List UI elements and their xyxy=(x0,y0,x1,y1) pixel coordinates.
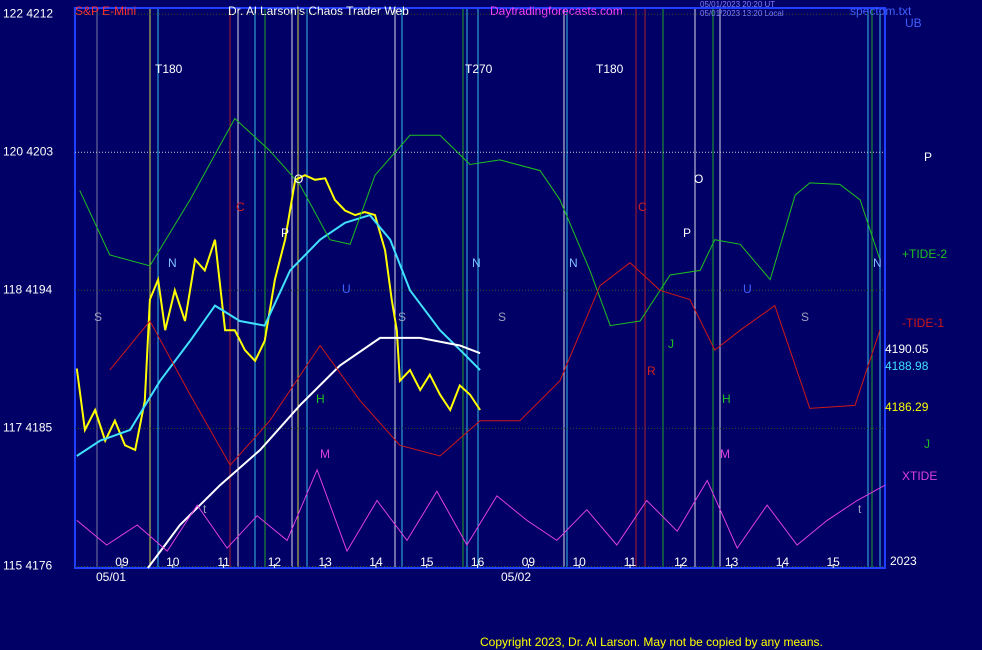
annotation: C xyxy=(638,200,647,214)
copyright: Copyright 2023, Dr. Al Larson. May not b… xyxy=(480,635,823,649)
x-tick-label: 10 xyxy=(166,555,180,569)
x-tick-label: 13 xyxy=(725,555,739,569)
y-tick-label: 117 4185 xyxy=(3,421,52,435)
annotation: R xyxy=(647,364,656,378)
annotation: M xyxy=(720,447,730,461)
annotation: N xyxy=(168,256,177,270)
last-price: 4190.05 xyxy=(885,342,929,356)
plot-frame xyxy=(74,7,886,569)
annotation: H xyxy=(722,392,731,406)
year-label: 2023 xyxy=(890,554,917,568)
x-tick-label: 13 xyxy=(319,555,333,569)
x-tick-label: 10 xyxy=(573,555,587,569)
annotation: t xyxy=(203,502,207,516)
annotation: O xyxy=(694,172,703,186)
y-tick-label: 118 4194 xyxy=(3,282,52,296)
x-tick-label: 14 xyxy=(776,555,790,569)
annotation: N xyxy=(873,256,882,270)
y-tick-label: 115 4176 xyxy=(3,559,52,573)
x-tick-label: 11 xyxy=(624,555,637,569)
annotation: C xyxy=(236,200,245,214)
x-tick-label: 09 xyxy=(522,555,536,569)
x-tick-label: 12 xyxy=(674,555,688,569)
series-label: +TIDE-2 xyxy=(902,247,947,261)
annotation: T180 xyxy=(155,62,183,76)
x-tick-label: 09 xyxy=(115,555,129,569)
annotation: T180 xyxy=(596,62,624,76)
side-label: J xyxy=(924,437,930,451)
timestamp: 05/01/2023 20:20 UT xyxy=(700,0,775,9)
annotation: U xyxy=(743,282,752,296)
annotation: O xyxy=(294,172,303,186)
annotation: t xyxy=(858,502,862,516)
last-price: 4186.29 xyxy=(885,400,929,414)
series-line xyxy=(109,262,881,467)
series-line xyxy=(76,468,886,553)
annotation: S xyxy=(801,310,809,324)
annotation: N xyxy=(472,256,481,270)
series-line xyxy=(76,213,481,457)
series-line xyxy=(75,174,481,452)
annotation: S xyxy=(398,310,406,324)
timestamp: 05/01/2023 13:20 Local xyxy=(700,9,784,18)
date-label: 05/01 xyxy=(96,570,126,584)
annotation: U xyxy=(342,282,351,296)
series-line xyxy=(79,117,881,327)
annotation: N xyxy=(569,256,578,270)
x-tick-label: 12 xyxy=(268,555,282,569)
x-tick-label: 15 xyxy=(420,555,434,569)
y-tick-label: 120 4203 xyxy=(3,144,53,158)
annotation: P xyxy=(683,226,691,240)
date-label: 05/02 xyxy=(501,570,531,584)
x-tick-label: 15 xyxy=(827,555,841,569)
annotation: S xyxy=(498,310,506,324)
instrument: S&P E-Mini xyxy=(75,4,136,18)
corner-label: UB xyxy=(905,16,922,30)
annotation: S xyxy=(94,310,102,324)
cycle-lines xyxy=(96,8,881,568)
series-label: XTIDE xyxy=(902,469,937,483)
x-tick-label: 14 xyxy=(369,555,383,569)
chart-title: Dr. Al Larson's Chaos Trader Web xyxy=(228,4,409,18)
y-tick-label: 122 4212 xyxy=(3,6,53,20)
site: Daytradingforecasts.com xyxy=(490,4,623,18)
file-name: spectom.txt xyxy=(850,4,912,18)
x-tick-label: 11 xyxy=(217,555,230,569)
series-line xyxy=(147,336,481,569)
annotation: M xyxy=(320,447,330,461)
annotation: P xyxy=(281,226,289,240)
x-tick-label: 16 xyxy=(471,555,485,569)
annotation: H xyxy=(316,392,325,406)
annotation: T270 xyxy=(465,62,493,76)
side-label: P xyxy=(924,150,932,164)
series-label: -TIDE-1 xyxy=(902,316,944,330)
last-price: 4188.98 xyxy=(885,359,929,373)
annotation: J xyxy=(668,337,674,351)
